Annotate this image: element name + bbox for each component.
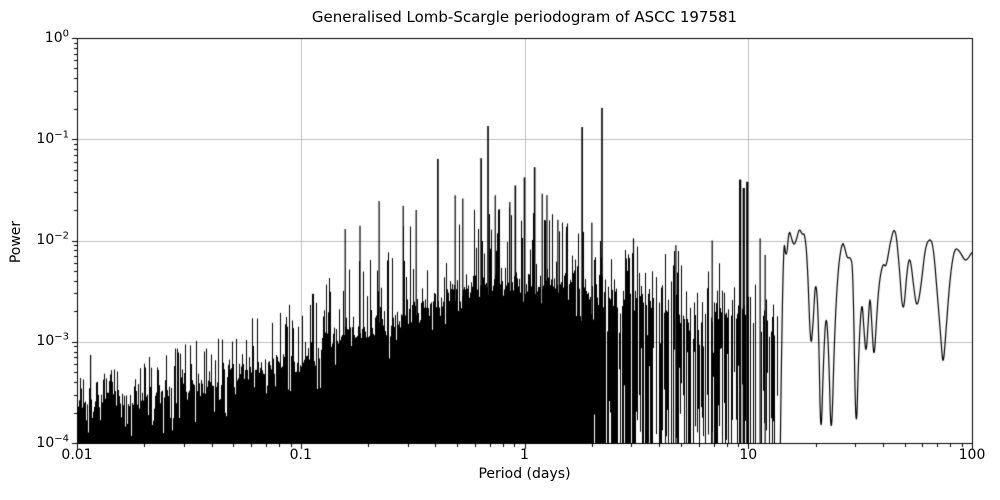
x-axis-label: Period (days) — [478, 466, 571, 482]
x-tick-label: 10 — [739, 447, 758, 463]
y-tick-label: 10−2 — [36, 230, 69, 248]
x-tick-label: 100 — [958, 447, 986, 463]
y-tick-label: 10−4 — [36, 432, 69, 451]
y-tick-label: 100 — [44, 27, 69, 46]
y-axis-label: Power — [8, 220, 24, 264]
chart-title: Generalised Lomb-Scargle periodogram of … — [311, 8, 738, 26]
y-tick-label: 10−1 — [36, 129, 69, 147]
x-tick-label: 1 — [520, 447, 529, 463]
x-tick-label: 0.01 — [61, 447, 93, 463]
y-tick-label: 10−3 — [36, 331, 69, 350]
x-tick-label: 0.1 — [289, 447, 312, 463]
